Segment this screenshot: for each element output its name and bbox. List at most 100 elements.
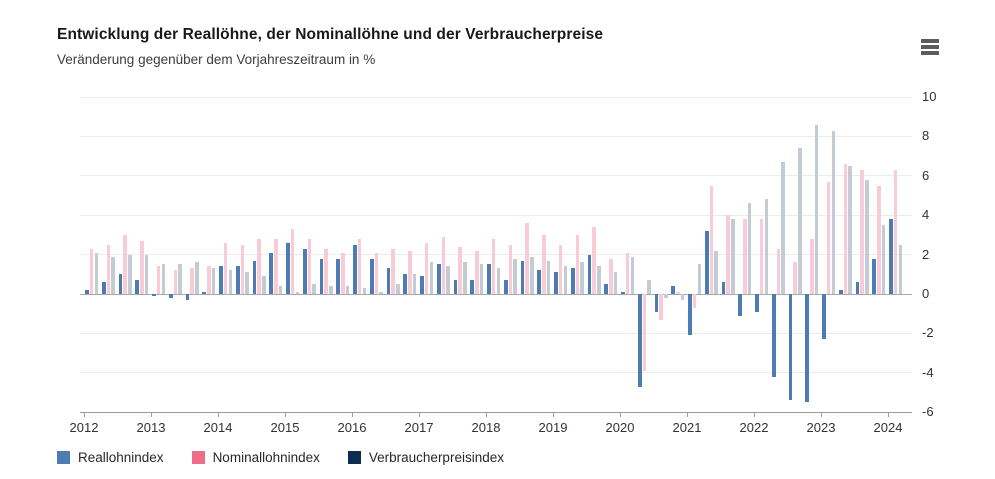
bar-verbraucherpreisindex[interactable] xyxy=(865,179,869,294)
bar-reallohnindex[interactable] xyxy=(738,294,743,316)
bar-nominallohnindex[interactable] xyxy=(860,169,864,294)
bar-reallohnindex[interactable] xyxy=(688,294,692,336)
bar-reallohnindex[interactable] xyxy=(202,292,207,294)
bar-nominallohnindex[interactable] xyxy=(726,215,730,294)
bar-nominallohnindex[interactable] xyxy=(240,244,245,294)
bar-reallohnindex[interactable] xyxy=(235,266,240,294)
bar-reallohnindex[interactable] xyxy=(118,274,123,294)
bar-nominallohnindex[interactable] xyxy=(223,242,228,294)
bar-nominallohnindex[interactable] xyxy=(89,248,94,294)
bar-verbraucherpreisindex[interactable] xyxy=(831,130,836,294)
bar-nominallohnindex[interactable] xyxy=(274,238,278,294)
bar-reallohnindex[interactable] xyxy=(771,294,776,377)
bar-verbraucherpreisindex[interactable] xyxy=(178,264,182,294)
bar-nominallohnindex[interactable] xyxy=(558,244,563,294)
bar-nominallohnindex[interactable] xyxy=(508,244,513,294)
bar-verbraucherpreisindex[interactable] xyxy=(312,284,316,294)
bar-reallohnindex[interactable] xyxy=(219,266,223,294)
bar-reallohnindex[interactable] xyxy=(872,258,877,294)
bar-verbraucherpreisindex[interactable] xyxy=(697,264,702,294)
bar-verbraucherpreisindex[interactable] xyxy=(513,258,517,294)
bar-nominallohnindex[interactable] xyxy=(793,262,797,294)
bar-reallohnindex[interactable] xyxy=(403,274,408,294)
bar-nominallohnindex[interactable] xyxy=(441,236,446,294)
bar-reallohnindex[interactable] xyxy=(822,294,826,340)
bar-reallohnindex[interactable] xyxy=(788,294,793,401)
bar-verbraucherpreisindex[interactable] xyxy=(898,244,903,294)
bar-nominallohnindex[interactable] xyxy=(592,227,596,294)
bar-verbraucherpreisindex[interactable] xyxy=(496,268,501,294)
bar-nominallohnindex[interactable] xyxy=(257,238,261,294)
bar-verbraucherpreisindex[interactable] xyxy=(647,280,651,294)
bar-nominallohnindex[interactable] xyxy=(140,240,144,294)
bar-verbraucherpreisindex[interactable] xyxy=(747,203,752,294)
bar-reallohnindex[interactable] xyxy=(168,294,173,298)
bar-verbraucherpreisindex[interactable] xyxy=(463,262,467,294)
bar-nominallohnindex[interactable] xyxy=(391,248,395,294)
bar-nominallohnindex[interactable] xyxy=(893,169,898,294)
bar-reallohnindex[interactable] xyxy=(755,294,759,312)
bar-nominallohnindex[interactable] xyxy=(207,266,211,294)
bar-reallohnindex[interactable] xyxy=(704,230,709,294)
bar-verbraucherpreisindex[interactable] xyxy=(362,288,367,294)
bar-reallohnindex[interactable] xyxy=(101,282,106,294)
bar-reallohnindex[interactable] xyxy=(604,284,609,294)
bar-verbraucherpreisindex[interactable] xyxy=(228,270,233,294)
bar-nominallohnindex[interactable] xyxy=(575,234,580,294)
bar-verbraucherpreisindex[interactable] xyxy=(764,199,769,294)
bar-verbraucherpreisindex[interactable] xyxy=(680,294,685,300)
bar-nominallohnindex[interactable] xyxy=(290,229,295,294)
bar-verbraucherpreisindex[interactable] xyxy=(546,260,551,294)
bar-reallohnindex[interactable] xyxy=(487,264,491,294)
bar-reallohnindex[interactable] xyxy=(805,294,810,403)
bar-nominallohnindex[interactable] xyxy=(424,242,429,294)
bar-reallohnindex[interactable] xyxy=(621,292,625,294)
bar-reallohnindex[interactable] xyxy=(721,282,726,294)
bar-nominallohnindex[interactable] xyxy=(190,268,194,294)
bar-reallohnindex[interactable] xyxy=(855,282,860,294)
bar-nominallohnindex[interactable] xyxy=(743,219,747,294)
bar-verbraucherpreisindex[interactable] xyxy=(630,256,635,294)
bar-verbraucherpreisindex[interactable] xyxy=(798,148,802,294)
bar-nominallohnindex[interactable] xyxy=(357,238,362,294)
bar-verbraucherpreisindex[interactable] xyxy=(345,286,350,294)
bar-nominallohnindex[interactable] xyxy=(609,258,613,294)
bar-reallohnindex[interactable] xyxy=(135,280,140,294)
bar-nominallohnindex[interactable] xyxy=(374,252,379,294)
bar-reallohnindex[interactable] xyxy=(520,260,525,294)
bar-nominallohnindex[interactable] xyxy=(826,181,831,294)
bar-verbraucherpreisindex[interactable] xyxy=(262,276,266,294)
bar-reallohnindex[interactable] xyxy=(537,270,542,294)
bar-verbraucherpreisindex[interactable] xyxy=(563,266,568,294)
bar-verbraucherpreisindex[interactable] xyxy=(128,254,132,294)
bar-reallohnindex[interactable] xyxy=(185,294,190,300)
bar-nominallohnindex[interactable] xyxy=(173,270,178,294)
bar-nominallohnindex[interactable] xyxy=(458,246,462,294)
bar-verbraucherpreisindex[interactable] xyxy=(580,262,584,294)
bar-nominallohnindex[interactable] xyxy=(692,294,697,308)
bar-nominallohnindex[interactable] xyxy=(307,238,312,294)
bar-reallohnindex[interactable] xyxy=(353,244,357,294)
bar-nominallohnindex[interactable] xyxy=(877,185,881,294)
bar-reallohnindex[interactable] xyxy=(587,254,592,294)
bar-reallohnindex[interactable] xyxy=(369,258,374,294)
bar-reallohnindex[interactable] xyxy=(838,290,843,294)
bar-reallohnindex[interactable] xyxy=(319,258,324,294)
bar-verbraucherpreisindex[interactable] xyxy=(530,256,534,294)
bar-verbraucherpreisindex[interactable] xyxy=(664,294,668,298)
bar-reallohnindex[interactable] xyxy=(470,280,475,294)
bar-verbraucherpreisindex[interactable] xyxy=(814,124,819,294)
bar-nominallohnindex[interactable] xyxy=(491,238,496,294)
bar-nominallohnindex[interactable] xyxy=(759,219,764,294)
bar-nominallohnindex[interactable] xyxy=(156,266,161,294)
bar-reallohnindex[interactable] xyxy=(637,294,642,387)
bar-reallohnindex[interactable] xyxy=(252,260,257,294)
bar-nominallohnindex[interactable] xyxy=(676,292,680,294)
bar-nominallohnindex[interactable] xyxy=(408,250,412,294)
bar-reallohnindex[interactable] xyxy=(152,294,156,296)
bar-reallohnindex[interactable] xyxy=(554,272,558,294)
bar-verbraucherpreisindex[interactable] xyxy=(446,266,450,294)
bar-verbraucherpreisindex[interactable] xyxy=(195,262,199,294)
chart-menu-button[interactable] xyxy=(920,37,942,59)
bar-verbraucherpreisindex[interactable] xyxy=(144,254,149,294)
